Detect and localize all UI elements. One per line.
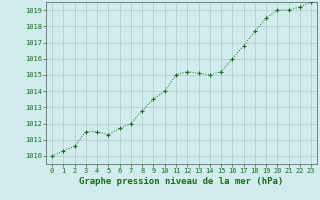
X-axis label: Graphe pression niveau de la mer (hPa): Graphe pression niveau de la mer (hPa) bbox=[79, 177, 284, 186]
